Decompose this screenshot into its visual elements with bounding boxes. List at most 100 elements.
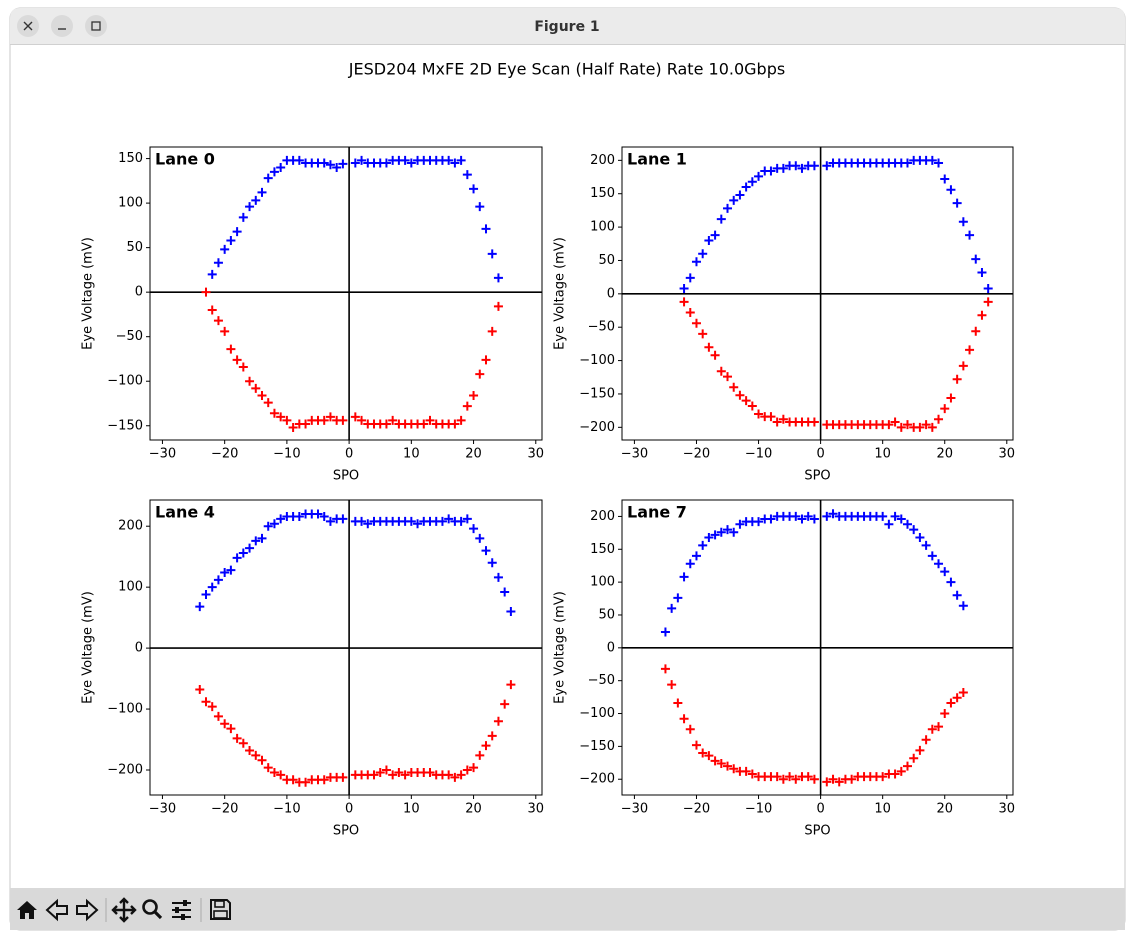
point — [934, 559, 944, 569]
point — [698, 249, 708, 259]
subplot: −30 −20 −10 0 10 20 30−200−150−100−50050100150… — [553, 499, 1016, 839]
point — [890, 511, 900, 521]
point — [394, 767, 404, 777]
back-button[interactable] — [45, 898, 68, 922]
point — [927, 724, 937, 734]
forward-button[interactable] — [76, 898, 99, 922]
point — [940, 709, 950, 719]
point — [388, 770, 398, 780]
point — [207, 702, 217, 712]
point — [487, 249, 497, 259]
maximize-button[interactable] — [85, 15, 107, 37]
point — [704, 532, 714, 542]
point — [276, 412, 286, 422]
x-tick-label: 10 — [403, 447, 420, 462]
y-tick-label: −150 — [579, 386, 615, 401]
point — [679, 283, 689, 293]
point — [381, 419, 391, 429]
point — [263, 173, 273, 183]
x-tick-label: 30 — [528, 802, 545, 817]
point — [319, 415, 329, 425]
point — [946, 698, 956, 708]
point — [475, 202, 485, 212]
point — [195, 602, 205, 612]
point — [685, 724, 695, 734]
x-tick-label: 20 — [465, 802, 482, 817]
point — [269, 408, 279, 418]
configure-button[interactable] — [172, 900, 191, 920]
subplot-title: Lane 1 — [627, 150, 687, 169]
point — [921, 540, 931, 550]
x-tick-label: 30 — [999, 802, 1016, 817]
point — [952, 374, 962, 384]
point — [716, 366, 726, 376]
point — [475, 369, 485, 379]
point — [927, 551, 937, 561]
point — [294, 155, 304, 165]
point — [747, 769, 757, 779]
x-tick-label: −20 — [683, 802, 710, 817]
x-tick-label: 20 — [936, 802, 953, 817]
x-tick-label: 10 — [874, 802, 891, 817]
point — [257, 187, 267, 197]
home-button[interactable] — [17, 901, 37, 919]
toolbar — [10, 888, 1125, 930]
pan-button[interactable] — [111, 897, 137, 923]
point — [890, 417, 900, 427]
y-tick-label: 100 — [590, 575, 615, 590]
point — [294, 511, 304, 521]
x-tick-label: 30 — [528, 447, 545, 462]
point — [487, 326, 497, 336]
minimize-button[interactable] — [51, 15, 73, 37]
y-tick-label: −200 — [579, 420, 615, 435]
point — [220, 568, 230, 578]
point — [319, 775, 329, 785]
point — [667, 680, 677, 690]
point — [754, 171, 764, 181]
point — [375, 767, 385, 777]
point — [809, 417, 819, 427]
point — [232, 733, 242, 743]
point — [896, 514, 906, 524]
x-tick-label: −10 — [745, 447, 772, 462]
point — [263, 521, 273, 531]
point — [475, 533, 485, 543]
point — [444, 770, 454, 780]
point — [251, 383, 261, 393]
point — [884, 519, 894, 529]
x-axis-label: SPO — [333, 469, 359, 484]
x-axis-label: SPO — [333, 824, 359, 839]
x-tick-label: 20 — [465, 447, 482, 462]
point — [828, 509, 838, 519]
point — [232, 227, 242, 237]
zoom-button[interactable] — [142, 899, 163, 920]
point — [971, 326, 981, 336]
point — [878, 772, 888, 782]
point — [940, 174, 950, 184]
point — [729, 382, 739, 392]
point — [902, 420, 912, 430]
close-button[interactable] — [17, 15, 39, 37]
point — [350, 158, 360, 168]
point — [797, 163, 807, 173]
x-tick-label: −10 — [745, 802, 772, 817]
figure-title: JESD204 MxFE 2D Eye Scan (Half Rate) Rat… — [348, 60, 785, 79]
point — [469, 184, 479, 194]
x-axis-label: SPO — [804, 469, 830, 484]
point — [369, 770, 379, 780]
point — [481, 355, 491, 365]
point — [946, 577, 956, 587]
save-button[interactable] — [210, 899, 231, 920]
point — [338, 772, 348, 782]
y-tick-label: −100 — [107, 374, 143, 389]
point — [437, 516, 447, 526]
point — [965, 230, 975, 240]
point — [685, 308, 695, 318]
y-tick-label: −200 — [579, 772, 615, 787]
point — [269, 167, 279, 177]
y-tick-label: 200 — [590, 153, 615, 168]
y-tick-label: 50 — [598, 253, 615, 268]
x-tick-label: −10 — [273, 447, 300, 462]
y-tick-label: 50 — [598, 607, 615, 622]
point — [983, 283, 993, 293]
